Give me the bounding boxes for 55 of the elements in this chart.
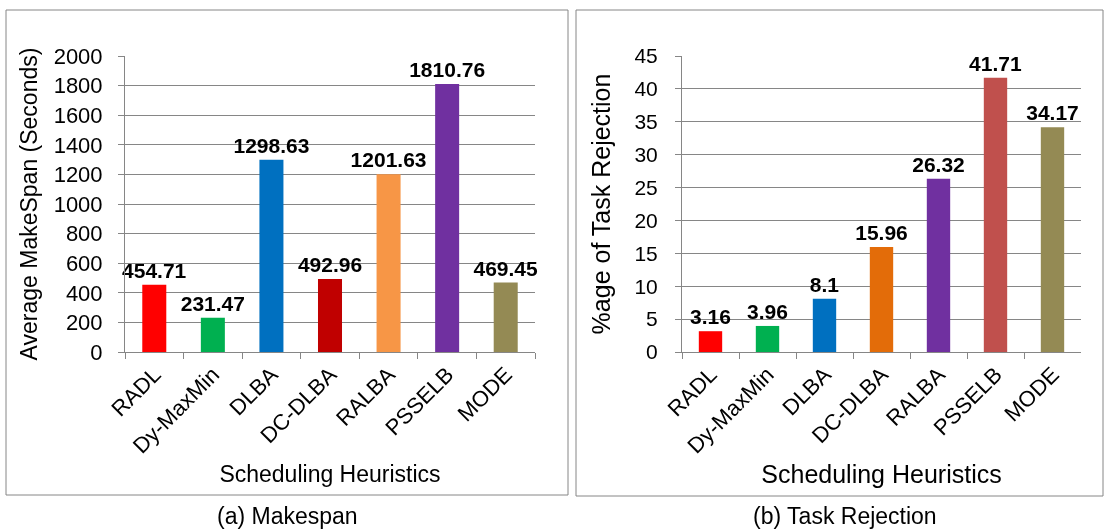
data-label: 1298.63: [233, 133, 310, 157]
data-label: 231.47: [180, 291, 245, 315]
y-axis-title: Average MakeSpan (Seconds): [16, 47, 43, 361]
y-tick-label: 1000: [53, 191, 103, 217]
data-label: 8.1: [809, 272, 840, 296]
bar: [259, 159, 284, 352]
data-label: 1201.63: [350, 148, 427, 172]
data-label: 34.17: [1026, 101, 1079, 125]
y-tick-label: 40: [634, 77, 658, 101]
data-label: 41.71: [969, 51, 1022, 75]
y-tick-label: 400: [65, 280, 103, 306]
y-tick-label: 600: [65, 250, 103, 276]
y-tick-label: 45: [634, 44, 658, 68]
y-tick-label: 5: [646, 307, 658, 331]
data-label: 454.71: [122, 258, 187, 282]
text: (a) Makespan: [217, 503, 358, 529]
y-tick-label: 2000: [53, 43, 103, 69]
bar: [376, 174, 401, 352]
bar: [869, 247, 894, 352]
data-label: 15.96: [855, 221, 908, 245]
y-tick-label: 1800: [53, 73, 103, 99]
y-tick-label: 10: [634, 274, 658, 298]
data-label: 1810.76: [409, 58, 486, 82]
y-tick-label: 30: [634, 143, 658, 167]
bar: [200, 317, 225, 352]
x-axis-title: Scheduling Heuristics: [219, 460, 441, 487]
y-tick-label: 0: [646, 340, 658, 364]
bar: [755, 325, 780, 352]
data-label: 469.45: [473, 256, 538, 280]
data-label: 3.96: [747, 299, 788, 323]
y-tick-label: 800: [65, 221, 103, 247]
bar: [1040, 127, 1065, 352]
data-label: 3.16: [690, 305, 731, 329]
bar: [142, 284, 167, 352]
y-tick-label: 1400: [53, 132, 103, 158]
y-tick-label: 15: [634, 241, 658, 265]
y-tick-label: 20: [634, 208, 658, 232]
y-axis-title: %age of Task Rejection: [587, 73, 616, 335]
x-axis-title: Scheduling Heuristics: [761, 460, 1002, 489]
bar: [493, 282, 518, 352]
bar: [698, 331, 723, 352]
y-tick-label: 1600: [53, 102, 103, 128]
data-label: 26.32: [912, 152, 965, 176]
bar: [317, 279, 343, 352]
data-label: 492.96: [297, 253, 363, 277]
y-tick-label: 0: [90, 339, 103, 365]
y-tick-label: 25: [634, 175, 658, 199]
y-tick-label: 35: [634, 110, 658, 134]
bar: [435, 84, 460, 352]
bar: [926, 178, 951, 352]
text: (b) Task Rejection: [753, 503, 937, 529]
bar: [983, 77, 1008, 352]
bar: [812, 298, 837, 352]
y-tick-label: 1200: [53, 162, 103, 188]
y-tick-label: 200: [65, 310, 103, 336]
